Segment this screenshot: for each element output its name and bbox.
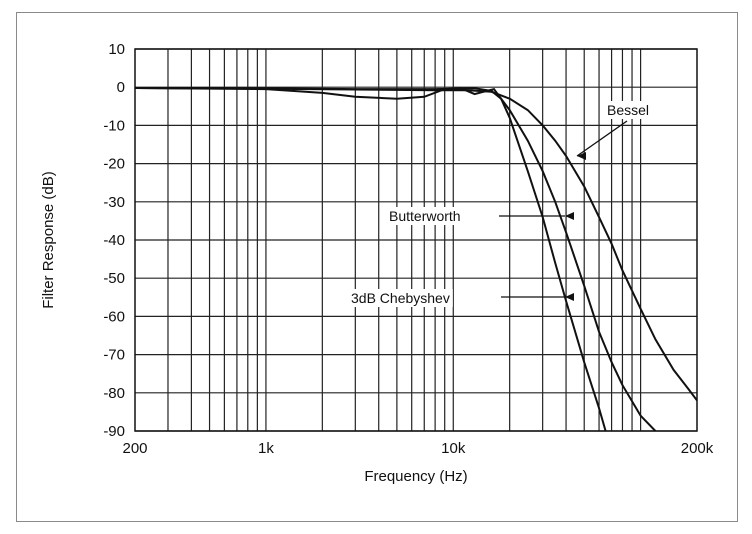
annotation-bg-bessel [604, 101, 656, 119]
annotation-label-3db-chebyshev: 3dB Chebyshev [351, 290, 450, 306]
y-tick-label: -50 [103, 270, 125, 287]
y-tick-label: -10 [103, 117, 125, 134]
plot-border [134, 48, 698, 432]
x-tick-label: 10k [441, 440, 466, 457]
y-tick-label: 10 [108, 41, 125, 58]
y-tick-label: -60 [103, 308, 125, 325]
x-tick-label: 200 [122, 440, 147, 457]
annotation-bg-3db-chebyshev [348, 289, 453, 307]
y-axis-title: Filter Response (dB) [40, 171, 57, 309]
x-tick-label: 1k [258, 440, 274, 457]
x-axis-title: Frequency (Hz) [364, 468, 467, 485]
annotation-label-butterworth: Butterworth [389, 208, 461, 224]
series-line-3db-chebyshev [135, 87, 607, 431]
y-tick-label: 0 [117, 79, 125, 96]
y-tick-label: -40 [103, 232, 125, 249]
annotation-arrow-3db-chebyshev [565, 293, 574, 301]
chart-frame: 10 0 -10 -20 -30 -40 -50 -60 -70 -80 -90 200 1k 10k 20… [16, 12, 738, 522]
curves [135, 87, 697, 431]
y-tick-label: -70 [103, 347, 125, 364]
annotation-label-bessel: Bessel [607, 102, 649, 118]
y-tick-label: -90 [103, 423, 125, 440]
series-line-butterworth [135, 87, 657, 431]
series-line-bessel [135, 87, 697, 402]
y-tick-label: -20 [103, 156, 125, 173]
y-tick-label: -30 [103, 194, 125, 211]
annotation-arrow-bessel [577, 152, 586, 160]
annotation-arrow-butterworth [565, 212, 574, 220]
grid [135, 48, 697, 432]
annotation-bg-butterworth [386, 207, 476, 225]
y-tick-label: -80 [103, 385, 125, 402]
annotations: Bessel Butterworth 3dB Chebyshev [348, 101, 656, 307]
annotation-leader-bessel [576, 120, 628, 157]
x-tick-label: 200k [681, 440, 714, 457]
